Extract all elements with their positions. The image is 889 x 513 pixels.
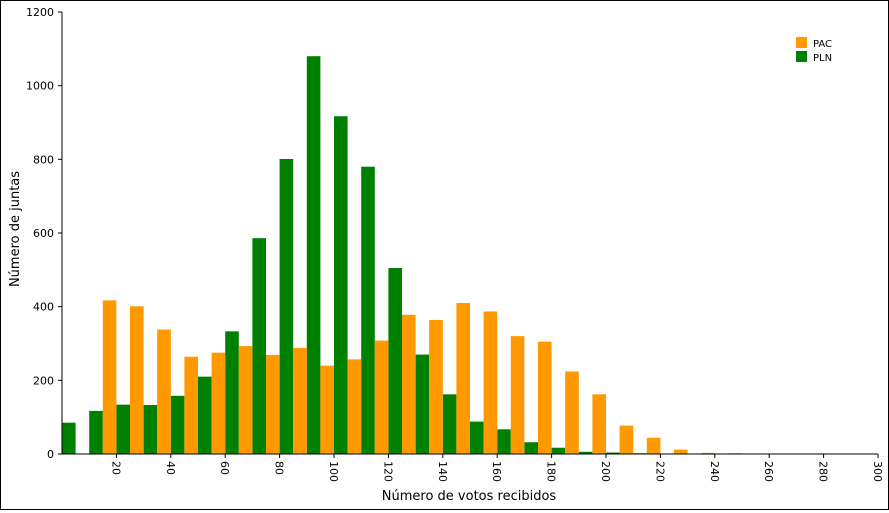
x-tick-label: 60 xyxy=(218,461,231,475)
x-tick-label: 300 xyxy=(871,461,884,482)
x-tick-label: 160 xyxy=(490,461,503,482)
bar-pln-170 xyxy=(524,442,538,454)
bar-pac-30 xyxy=(157,330,171,455)
bar-pac-160 xyxy=(511,336,525,454)
y-tick-label: 600 xyxy=(33,227,54,240)
y-tick-label: 200 xyxy=(33,374,54,387)
bar-pln-0 xyxy=(62,423,76,454)
bar-pln-70 xyxy=(252,238,266,454)
bar-pac-40 xyxy=(184,357,198,454)
bar-pln-90 xyxy=(307,56,321,454)
x-tick-label: 100 xyxy=(327,461,340,482)
bar-pac-220 xyxy=(674,450,688,454)
bar-pac-210 xyxy=(647,438,661,454)
legend-swatch-pac xyxy=(796,37,807,48)
y-tick-label: 400 xyxy=(33,301,54,314)
bar-pln-140 xyxy=(443,394,457,454)
bar-pac-80 xyxy=(293,348,307,454)
x-tick-label: 280 xyxy=(817,461,830,482)
bar-pac-150 xyxy=(484,311,498,454)
bar-pac-90 xyxy=(320,366,334,454)
bar-pln-20 xyxy=(116,405,130,454)
y-tick-label: 1000 xyxy=(26,80,54,93)
bar-pln-30 xyxy=(144,405,158,454)
bar-pln-10 xyxy=(89,411,103,454)
bar-pln-160 xyxy=(497,429,511,454)
y-tick-label: 0 xyxy=(47,448,54,461)
bars-layer xyxy=(62,56,796,454)
bar-pln-130 xyxy=(416,355,430,454)
y-tick-label: 800 xyxy=(33,153,54,166)
bar-pac-200 xyxy=(620,426,634,454)
legend-swatch-pln xyxy=(796,51,807,62)
bar-pac-10 xyxy=(103,300,117,454)
bar-pac-120 xyxy=(402,315,416,454)
bar-pln-180 xyxy=(552,448,566,454)
bar-pln-80 xyxy=(280,159,294,454)
bar-pac-140 xyxy=(456,303,470,454)
bar-pac-170 xyxy=(538,342,552,454)
legend-label-pln: PLN xyxy=(813,53,832,64)
bar-pln-60 xyxy=(225,331,239,454)
bar-pac-190 xyxy=(592,394,606,454)
y-ticks: 0 200 400 600 800 1000 1200 xyxy=(26,6,62,461)
x-tick-label: 140 xyxy=(436,461,449,482)
x-ticks: 20 40 60 80 100 120 140 160 180 200 220 240 260 280 30… xyxy=(109,454,884,482)
bar-pln-120 xyxy=(388,268,402,454)
bar-pac-100 xyxy=(348,359,362,454)
bar-pac-60 xyxy=(239,346,253,454)
bar-pac-110 xyxy=(375,341,389,454)
bar-pac-70 xyxy=(266,355,280,454)
legend-label-pac: PAC xyxy=(813,39,832,50)
legend: PAC PLN xyxy=(796,37,832,64)
x-axis-label: Número de votos recibidos xyxy=(382,489,557,504)
bar-pac-130 xyxy=(429,320,443,454)
bar-pln-40 xyxy=(171,396,185,454)
bar-pln-100 xyxy=(334,116,348,454)
x-tick-label: 260 xyxy=(762,461,775,482)
x-tick-label: 120 xyxy=(381,461,394,482)
x-tick-label: 40 xyxy=(164,461,177,475)
bar-pln-110 xyxy=(361,167,375,454)
bar-pln-150 xyxy=(470,422,484,454)
bar-pac-180 xyxy=(565,371,579,454)
y-tick-label: 1200 xyxy=(26,6,54,19)
x-tick-label: 200 xyxy=(599,461,612,482)
bar-pac-20 xyxy=(130,306,144,454)
x-tick-label: 220 xyxy=(653,461,666,482)
bar-pln-50 xyxy=(198,377,212,454)
x-tick-label: 240 xyxy=(708,461,721,482)
bar-pac-50 xyxy=(212,353,226,454)
x-tick-label: 80 xyxy=(273,461,286,475)
y-axis-label: Número de juntas xyxy=(8,171,23,287)
x-tick-label: 180 xyxy=(545,461,558,482)
x-tick-label: 20 xyxy=(109,461,122,475)
